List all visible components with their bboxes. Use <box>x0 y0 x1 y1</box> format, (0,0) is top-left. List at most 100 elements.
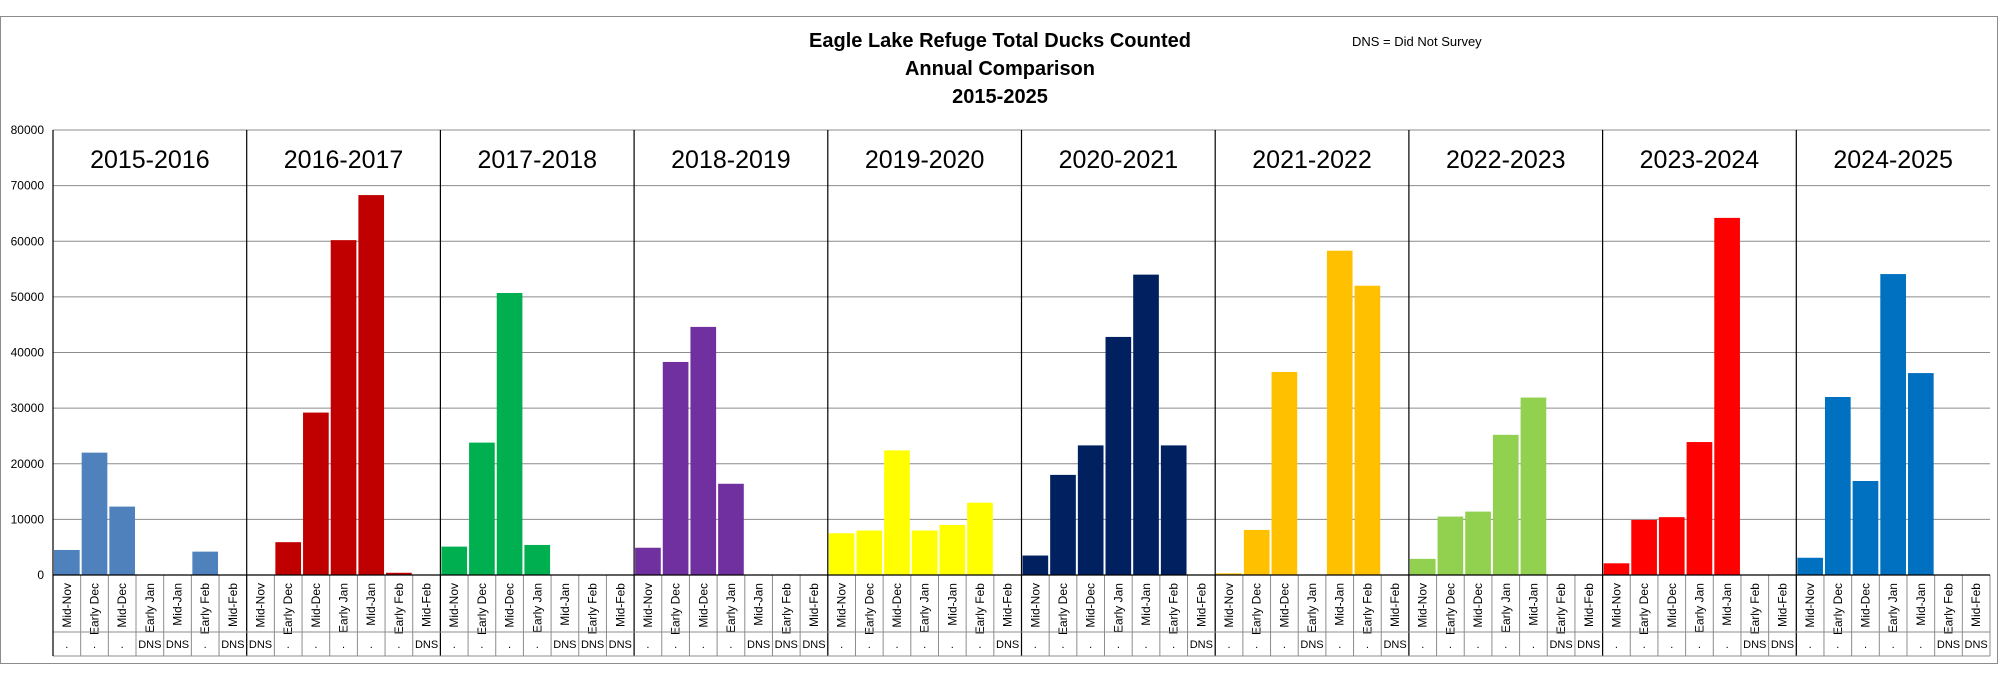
survey-mark: DNS <box>1743 639 1766 651</box>
survey-mark: DNS <box>581 639 604 651</box>
category-label: Mid-Dec <box>1665 583 1679 628</box>
category-label: Early Dec <box>475 583 489 635</box>
bar <box>690 326 717 575</box>
survey-mark: . <box>1836 639 1839 651</box>
category-label: Mid-Feb <box>1001 583 1015 627</box>
category-label: Early Feb <box>973 583 987 635</box>
survey-mark: . <box>1670 639 1673 651</box>
survey-mark: . <box>1089 639 1092 651</box>
survey-mark: . <box>1228 639 1231 651</box>
survey-mark: . <box>729 639 732 651</box>
survey-mark: . <box>840 639 843 651</box>
category-label: Mid-Dec <box>1277 583 1291 628</box>
survey-mark: . <box>1477 639 1480 651</box>
category-label: Early Feb <box>1748 583 1762 635</box>
category-label: Mid-Jan <box>558 583 572 626</box>
bar <box>1631 519 1657 575</box>
category-label: Mid-Nov <box>1803 583 1817 628</box>
survey-mark: . <box>314 639 317 651</box>
category-label: Early Jan <box>1886 583 1900 633</box>
bar <box>358 195 385 576</box>
chart-title: Eagle Lake Refuge Total Ducks Counted <box>809 30 1191 52</box>
category-label: Mid-Nov <box>1609 583 1623 628</box>
y-tick-label: 10000 <box>11 512 45 526</box>
bar <box>884 450 910 575</box>
survey-mark: . <box>342 639 345 651</box>
y-tick-label: 80000 <box>11 123 45 137</box>
category-label: Mid-Jan <box>945 583 959 626</box>
season-label: 2022-2023 <box>1446 146 1566 174</box>
bar <box>1354 285 1381 575</box>
bar <box>1271 371 1298 575</box>
survey-mark: . <box>978 639 981 651</box>
bar <box>109 506 136 575</box>
y-tick-label: 50000 <box>11 290 45 304</box>
bar <box>1465 511 1491 575</box>
category-label: Early Jan <box>918 583 932 633</box>
survey-mark: DNS <box>996 639 1019 651</box>
bar <box>275 542 302 575</box>
category-label: Mid-Dec <box>503 583 517 628</box>
survey-mark: DNS <box>609 639 632 651</box>
bar <box>1852 480 1879 575</box>
bar <box>939 524 966 575</box>
category-label: Early Jan <box>143 583 157 633</box>
category-label: Early Jan <box>1499 583 1513 633</box>
bar <box>496 292 523 575</box>
survey-mark: DNS <box>1190 639 1213 651</box>
survey-mark: . <box>287 639 290 651</box>
survey-mark: . <box>1643 639 1646 651</box>
survey-mark: . <box>1421 639 1424 651</box>
season-label: 2016-2017 <box>284 146 404 174</box>
category-label: Mid-Jan <box>1139 583 1153 626</box>
bar <box>967 502 993 575</box>
survey-mark: . <box>1615 639 1618 651</box>
survey-mark: DNS <box>775 639 798 651</box>
survey-mark: . <box>1034 639 1037 651</box>
category-label: Early Dec <box>1056 583 1070 635</box>
bar <box>911 530 938 575</box>
category-label: Early Jan <box>530 583 544 633</box>
survey-mark: . <box>1144 639 1147 651</box>
category-label: Mid-Jan <box>364 583 378 626</box>
survey-mark: . <box>1172 639 1175 651</box>
bar <box>524 544 551 575</box>
survey-mark: DNS <box>802 639 825 651</box>
category-label: Early Feb <box>779 583 793 635</box>
category-label: Mid-Feb <box>807 583 821 627</box>
bar <box>386 572 412 575</box>
category-label: Mid-Nov <box>1222 583 1236 628</box>
category-label: Early Feb <box>1167 583 1181 635</box>
y-tick-label: 70000 <box>11 179 45 193</box>
survey-mark: . <box>1338 639 1341 651</box>
bar <box>1686 442 1713 575</box>
category-label: Mid-Nov <box>254 583 268 628</box>
bar <box>1520 397 1547 575</box>
category-label: Mid-Nov <box>641 583 655 628</box>
category-label: Early Jan <box>1111 583 1125 633</box>
category-label: Mid-Feb <box>226 583 240 627</box>
bar <box>1105 336 1132 575</box>
category-label: Early Feb <box>1554 583 1568 635</box>
survey-mark: . <box>536 639 539 651</box>
bar <box>828 533 855 575</box>
category-label: Mid-Jan <box>1333 583 1347 626</box>
survey-mark: . <box>65 639 68 651</box>
survey-mark: . <box>868 639 871 651</box>
bar <box>1326 250 1353 576</box>
category-label: Early Feb <box>586 583 600 635</box>
bar <box>54 549 80 575</box>
season-label: 2018-2019 <box>671 146 791 174</box>
category-label: Mid-Feb <box>1969 583 1983 627</box>
survey-mark: . <box>1117 639 1120 651</box>
bar <box>1437 516 1464 575</box>
season-label: 2023-2024 <box>1640 146 1760 174</box>
bar <box>1160 445 1187 575</box>
bar <box>1492 434 1519 575</box>
category-label: Early Jan <box>724 583 738 633</box>
chart-frame <box>0 16 1998 664</box>
bar <box>1216 573 1242 575</box>
survey-mark: . <box>1255 639 1258 651</box>
survey-mark: DNS <box>1300 639 1323 651</box>
